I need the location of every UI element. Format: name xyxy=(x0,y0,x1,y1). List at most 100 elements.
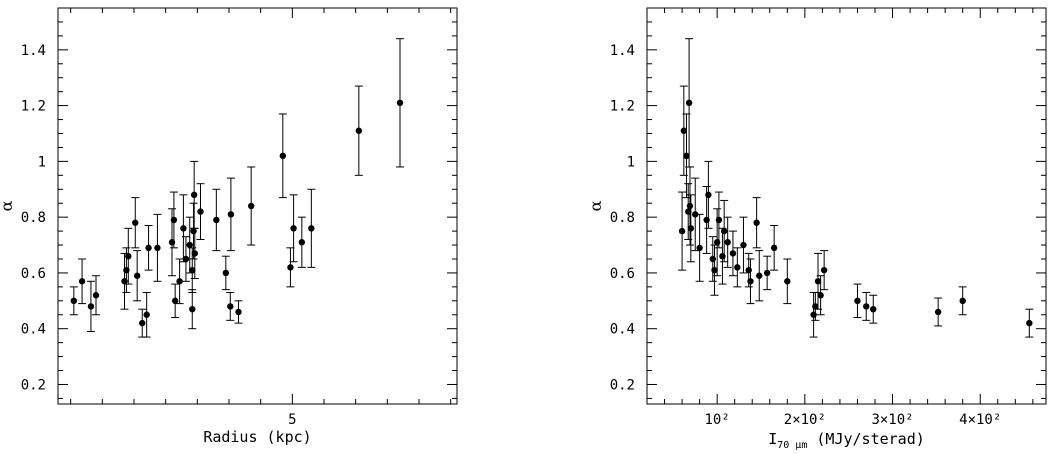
data-point xyxy=(181,236,190,282)
data-marker xyxy=(705,191,712,199)
y-tick-label: 1 xyxy=(627,154,635,170)
data-marker xyxy=(686,202,694,210)
data-marker xyxy=(139,319,146,327)
plot-frame xyxy=(646,7,1047,405)
data-point xyxy=(862,291,871,321)
data-point xyxy=(120,252,129,310)
data-marker xyxy=(70,297,78,305)
data-marker xyxy=(692,211,699,218)
data-marker xyxy=(133,272,141,279)
data-marker xyxy=(190,191,198,199)
data-marker xyxy=(683,152,690,160)
y-tick-label: 0.2 xyxy=(610,377,635,393)
data-point xyxy=(809,291,818,338)
data-point xyxy=(958,286,967,316)
y-axis-label: α xyxy=(586,200,605,211)
data-point xyxy=(212,188,221,252)
data-marker xyxy=(176,278,183,285)
data-point xyxy=(86,280,95,332)
data-point xyxy=(678,191,687,271)
data-point xyxy=(820,250,829,291)
data-marker xyxy=(180,225,187,232)
data-marker xyxy=(125,252,132,260)
plot-frame xyxy=(57,7,458,405)
data-marker xyxy=(734,264,741,271)
y-tick-label: 0.4 xyxy=(21,322,46,338)
data-marker xyxy=(934,308,942,316)
data-point xyxy=(153,213,162,282)
data-marker xyxy=(189,266,196,274)
data-marker xyxy=(197,208,204,215)
data-marker xyxy=(189,305,196,313)
data-point xyxy=(185,216,194,274)
data-marker xyxy=(191,250,198,257)
data-point xyxy=(354,85,363,176)
data-marker xyxy=(729,250,737,257)
data-marker xyxy=(740,241,747,249)
data-point xyxy=(131,197,140,249)
x-tick-label: 3×10² xyxy=(871,412,913,428)
data-marker xyxy=(355,127,363,134)
data-point xyxy=(691,177,700,252)
data-point xyxy=(728,230,737,277)
data-marker xyxy=(770,244,778,252)
data-marker xyxy=(308,225,315,232)
data-marker xyxy=(753,219,760,226)
data-marker xyxy=(235,308,242,316)
data-point xyxy=(695,213,704,282)
y-axis-label: α xyxy=(0,200,16,211)
x-tick-label: 10² xyxy=(705,412,730,428)
data-point xyxy=(686,194,695,263)
y-tick-label: 0.8 xyxy=(610,210,635,226)
data-marker xyxy=(812,303,819,310)
data-marker xyxy=(720,227,728,235)
data-point xyxy=(934,297,943,327)
data-marker xyxy=(817,292,824,299)
x-tick-label: 2×10² xyxy=(784,412,826,428)
data-point xyxy=(783,258,792,305)
data-point xyxy=(69,286,78,316)
data-marker xyxy=(78,278,86,285)
data-point xyxy=(175,258,184,305)
data-marker xyxy=(680,127,688,134)
x-axis-label: I70 μm (MJy/sterad) xyxy=(768,430,925,451)
data-point xyxy=(710,244,719,296)
data-point xyxy=(811,291,820,321)
data-marker xyxy=(814,278,822,285)
data-point xyxy=(286,247,295,288)
data-marker xyxy=(287,264,294,271)
data-point xyxy=(133,250,142,302)
y-tick-label: 0.6 xyxy=(21,266,46,282)
data-point xyxy=(190,227,199,280)
data-marker xyxy=(715,216,723,224)
y-tick-label: 1.2 xyxy=(610,99,635,115)
x-tick-label: 5 xyxy=(288,412,296,428)
data-point xyxy=(733,247,742,288)
data-marker xyxy=(756,272,763,279)
data-point xyxy=(752,197,761,249)
data-point xyxy=(297,216,306,268)
data-marker xyxy=(696,244,703,252)
data-point xyxy=(307,188,316,268)
data-point xyxy=(763,255,772,291)
data-marker xyxy=(92,292,100,299)
data-marker xyxy=(687,225,695,232)
data-point xyxy=(739,216,748,274)
data-point xyxy=(188,289,197,330)
data-point xyxy=(144,225,153,271)
data-marker xyxy=(143,311,150,318)
data-point xyxy=(869,294,878,324)
data-marker xyxy=(724,239,731,246)
y-tick-label: 1.4 xyxy=(21,43,46,59)
data-marker xyxy=(154,244,161,252)
data-marker xyxy=(1026,319,1033,327)
x-axis-label: Radius (kpc) xyxy=(203,428,311,446)
data-marker xyxy=(711,266,718,274)
data-marker xyxy=(171,297,179,305)
x-tick-label: 4×10² xyxy=(959,412,1001,428)
data-marker xyxy=(959,297,966,305)
data-point xyxy=(853,283,862,319)
data-marker xyxy=(784,278,791,285)
